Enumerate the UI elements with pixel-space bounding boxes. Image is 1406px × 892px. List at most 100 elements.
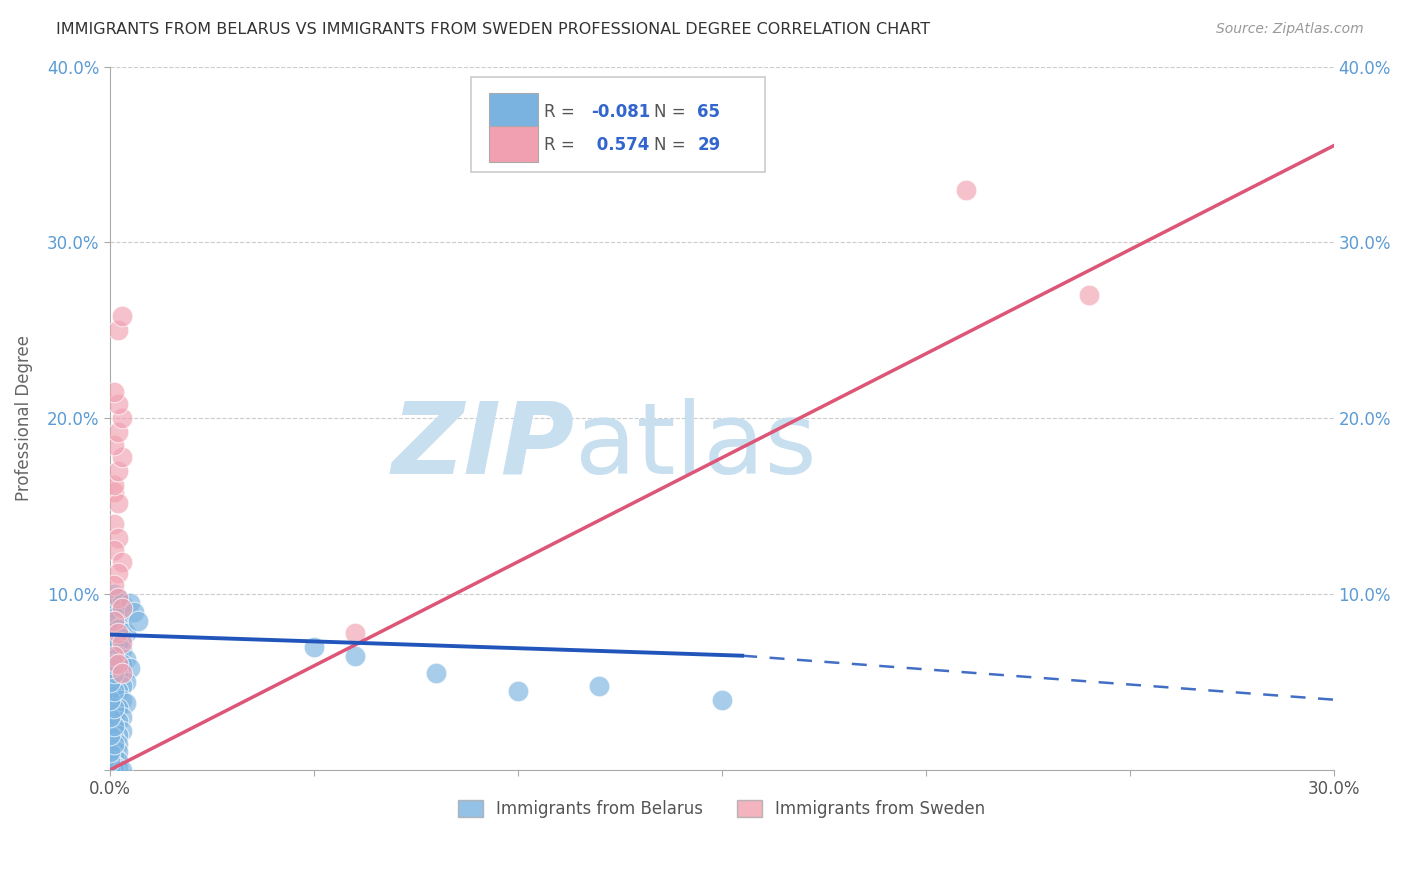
Point — [710, 692, 733, 706]
Point — [103, 438, 125, 452]
Point — [107, 636, 129, 650]
Point — [111, 710, 134, 724]
Point — [111, 657, 134, 672]
Point — [115, 696, 138, 710]
FancyBboxPatch shape — [489, 94, 538, 128]
Point — [103, 578, 125, 592]
Point — [107, 761, 129, 775]
Y-axis label: Professional Degree: Professional Degree — [15, 335, 32, 501]
Point — [955, 183, 977, 197]
Point — [103, 684, 125, 698]
Point — [107, 591, 129, 605]
Point — [103, 657, 125, 672]
Point — [103, 640, 125, 654]
Point — [124, 605, 146, 619]
Text: R =: R = — [544, 103, 581, 121]
Point — [115, 675, 138, 690]
Point — [103, 742, 125, 756]
Point — [127, 614, 149, 628]
Point — [103, 731, 125, 746]
Point — [103, 614, 125, 628]
Text: -0.081: -0.081 — [591, 103, 650, 121]
Point — [103, 516, 125, 531]
Point — [107, 464, 129, 478]
Point — [103, 666, 125, 681]
Point — [98, 692, 121, 706]
FancyBboxPatch shape — [471, 77, 765, 172]
Point — [107, 714, 129, 728]
Text: ZIP: ZIP — [392, 398, 575, 495]
Point — [111, 310, 134, 324]
Point — [103, 763, 125, 777]
Point — [98, 763, 121, 777]
Point — [107, 746, 129, 760]
Point — [103, 648, 125, 663]
Point — [103, 384, 125, 399]
Legend: Immigrants from Belarus, Immigrants from Sweden: Immigrants from Belarus, Immigrants from… — [451, 794, 993, 825]
Point — [111, 411, 134, 425]
Point — [98, 746, 121, 760]
Point — [98, 728, 121, 742]
Point — [115, 652, 138, 666]
Point — [107, 684, 129, 698]
Point — [107, 728, 129, 742]
Point — [111, 619, 134, 633]
Point — [107, 496, 129, 510]
Text: N =: N = — [654, 103, 692, 121]
Point — [98, 661, 121, 675]
Point — [103, 719, 125, 733]
Point — [506, 684, 529, 698]
Text: IMMIGRANTS FROM BELARUS VS IMMIGRANTS FROM SWEDEN PROFESSIONAL DEGREE CORRELATIO: IMMIGRANTS FROM BELARUS VS IMMIGRANTS FR… — [56, 22, 931, 37]
Text: Source: ZipAtlas.com: Source: ZipAtlas.com — [1216, 22, 1364, 37]
Point — [98, 754, 121, 768]
Point — [103, 706, 125, 721]
Point — [111, 666, 134, 681]
Point — [111, 679, 134, 693]
Point — [111, 450, 134, 464]
Point — [111, 596, 134, 610]
Text: R =: R = — [544, 136, 581, 154]
Point — [103, 719, 125, 733]
Point — [107, 531, 129, 545]
Text: N =: N = — [654, 136, 692, 154]
Point — [103, 601, 125, 615]
Point — [107, 566, 129, 580]
Point — [111, 724, 134, 739]
Point — [111, 636, 134, 650]
Point — [343, 648, 366, 663]
FancyBboxPatch shape — [489, 127, 538, 161]
Point — [107, 701, 129, 715]
Point — [111, 556, 134, 570]
Point — [103, 689, 125, 703]
Point — [107, 657, 129, 672]
Point — [103, 478, 125, 492]
Point — [120, 661, 142, 675]
Point — [103, 587, 125, 601]
Point — [103, 737, 125, 751]
Point — [103, 701, 125, 715]
Point — [107, 754, 129, 768]
Point — [111, 631, 134, 645]
Point — [107, 608, 129, 623]
Point — [103, 748, 125, 763]
Point — [103, 757, 125, 772]
Point — [588, 679, 610, 693]
Text: 29: 29 — [697, 136, 720, 154]
Point — [107, 323, 129, 337]
Point — [1077, 288, 1099, 302]
Point — [107, 737, 129, 751]
Text: 65: 65 — [697, 103, 720, 121]
Text: 0.574: 0.574 — [591, 136, 650, 154]
Point — [302, 640, 325, 654]
Point — [107, 648, 129, 663]
Point — [111, 601, 134, 615]
Point — [103, 614, 125, 628]
Point — [343, 625, 366, 640]
Text: atlas: atlas — [575, 398, 817, 495]
Point — [111, 643, 134, 657]
Point — [107, 623, 129, 637]
Point — [107, 425, 129, 440]
Point — [107, 591, 129, 605]
Point — [425, 666, 447, 681]
Point — [107, 397, 129, 411]
